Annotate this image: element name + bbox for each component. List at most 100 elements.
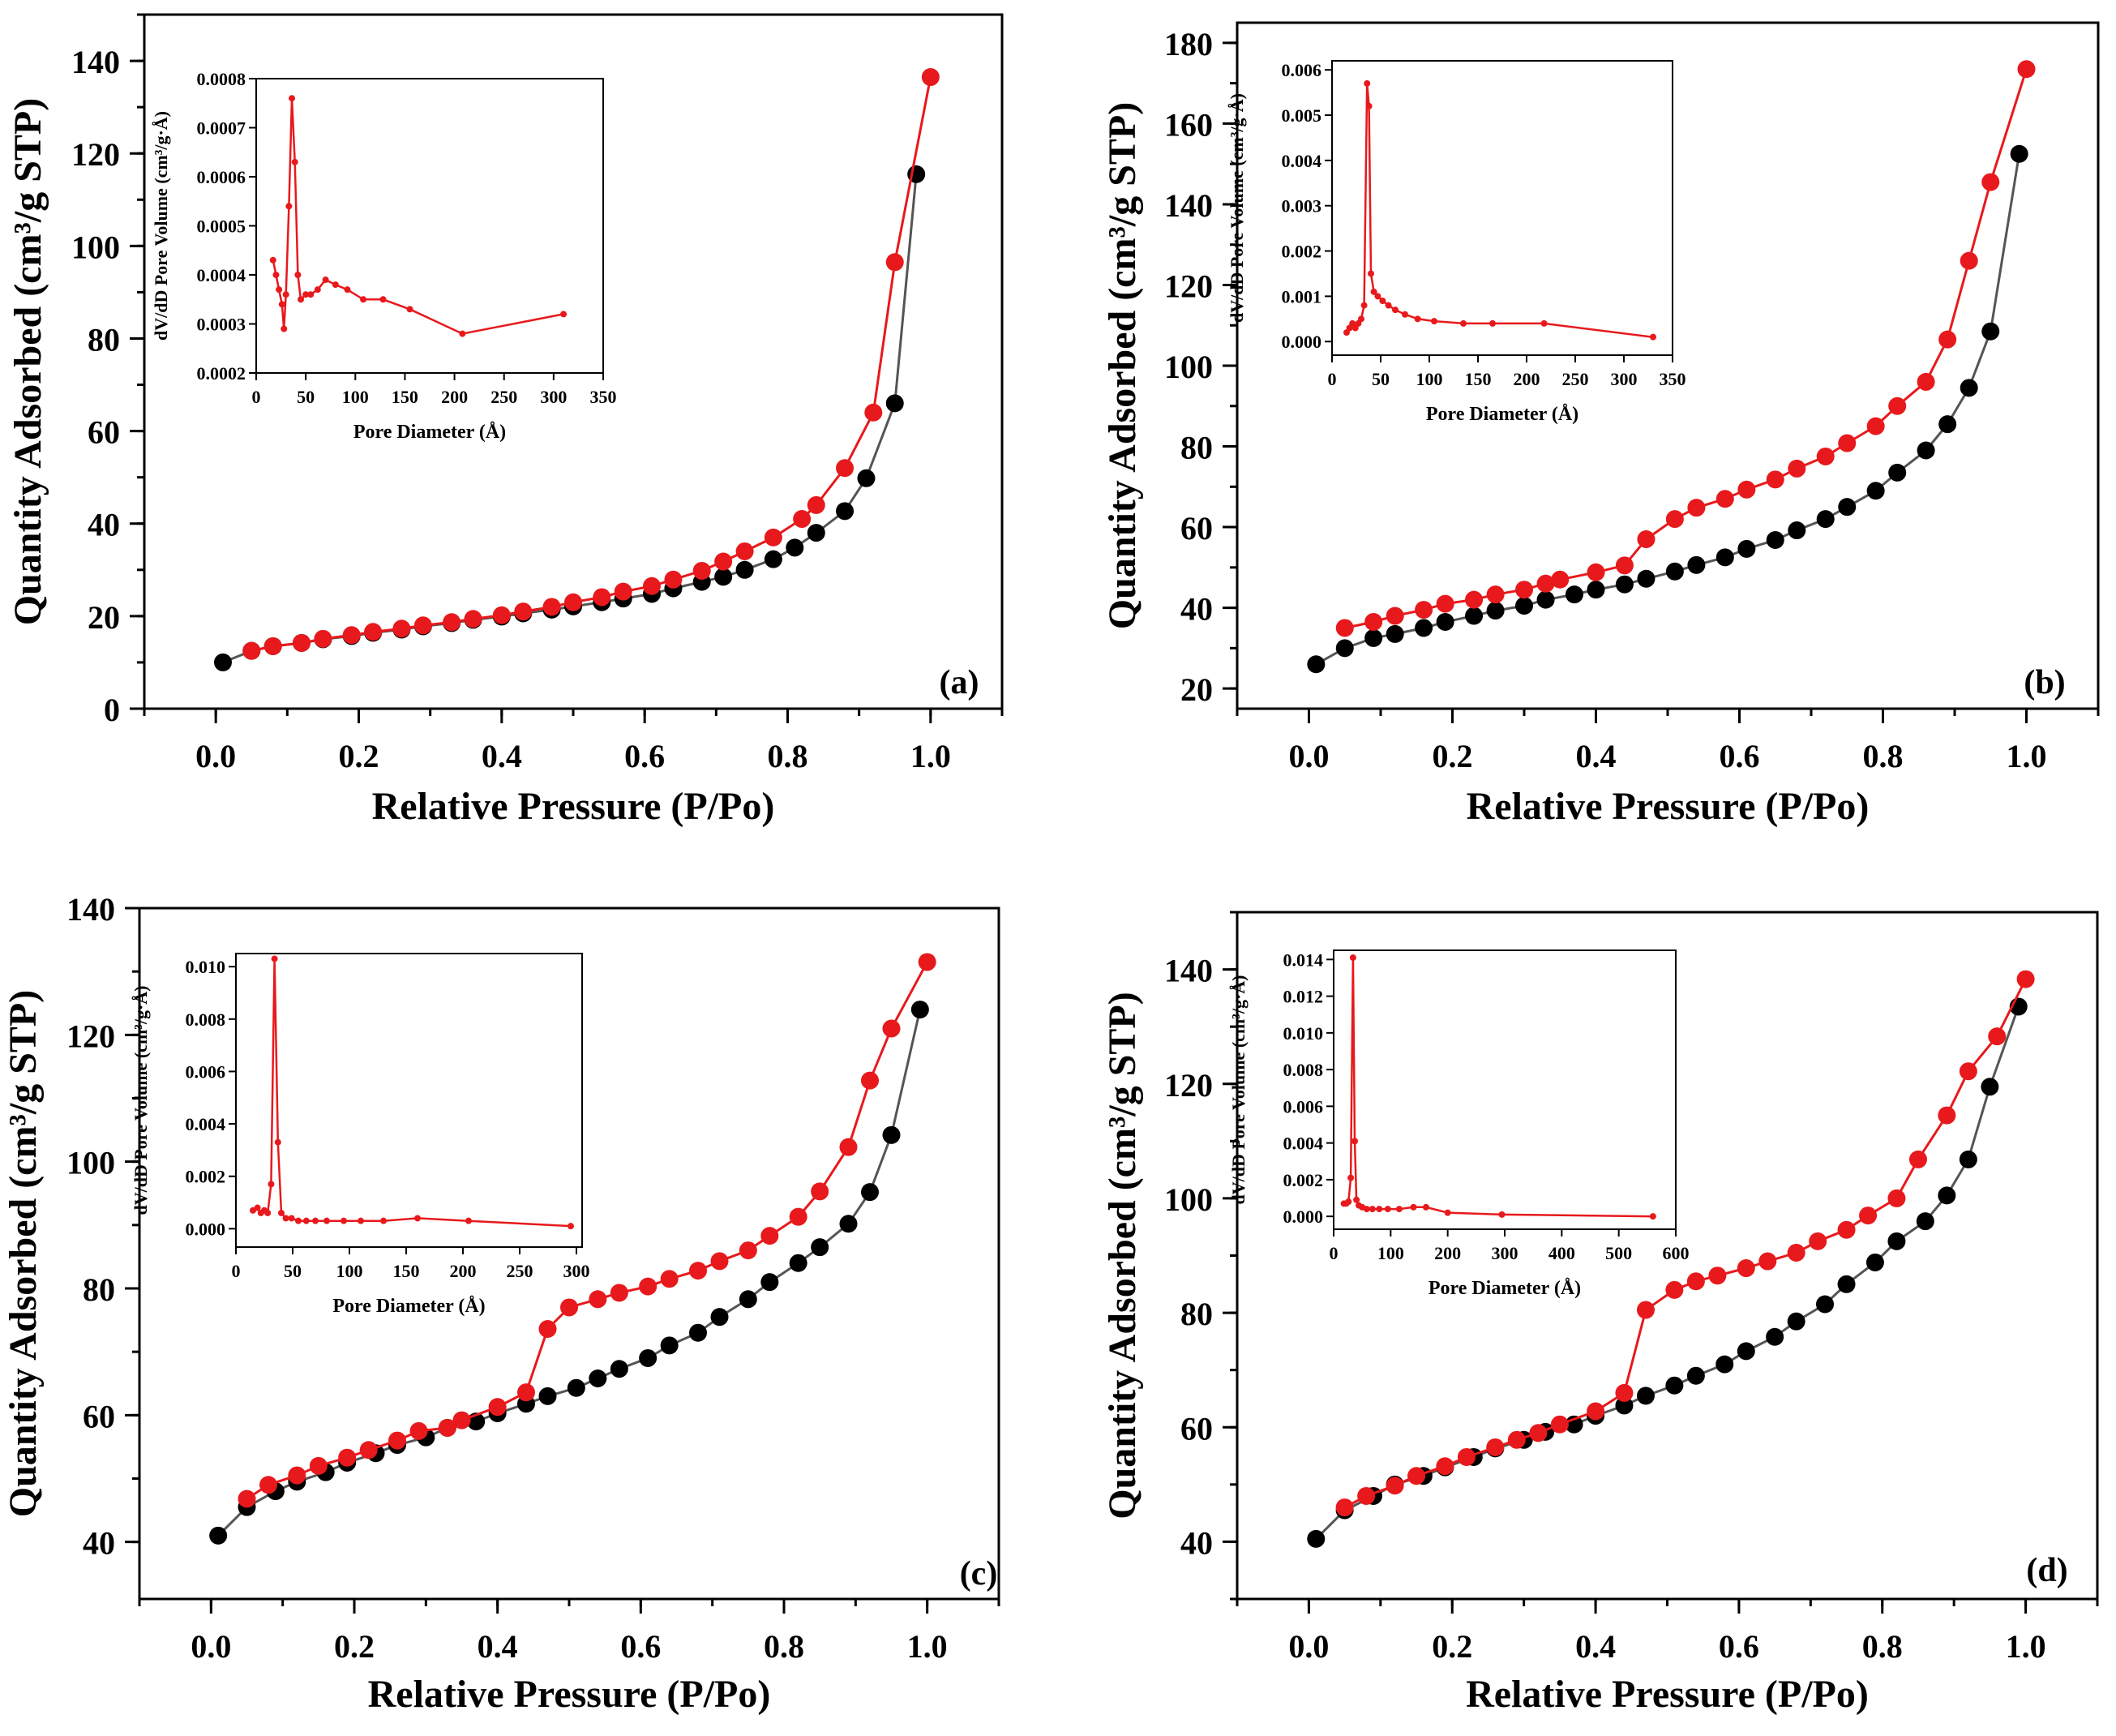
x-tick-label: 0.4 bbox=[478, 1628, 518, 1665]
data-point-desorption bbox=[238, 1490, 256, 1508]
y-axis-title: Quantity Adsorbed (cm³/g STP) bbox=[1101, 102, 1144, 629]
inset-data-point bbox=[282, 291, 289, 298]
data-point-adsorption bbox=[1386, 624, 1404, 643]
x-tick-label: 0.0 bbox=[191, 1628, 231, 1665]
data-point-desorption bbox=[314, 629, 332, 648]
inset-y-tick-label: 0.006 bbox=[186, 1061, 226, 1082]
y-tick-label: 40 bbox=[1180, 591, 1213, 628]
data-point-desorption bbox=[1788, 459, 1806, 478]
inset-y-tick-label: 0.006 bbox=[1282, 60, 1322, 80]
inset-data-point bbox=[307, 291, 315, 298]
inset-x-tick-label: 100 bbox=[336, 1261, 363, 1281]
inset-y-tick-label: 0.002 bbox=[1283, 1170, 1324, 1190]
inset-y-axis-title: dV/dD Pore Volume (cm³/g·Å) bbox=[1228, 975, 1249, 1204]
data-point-desorption bbox=[885, 253, 904, 272]
inset-x-axis-title: Pore Diameter (Å) bbox=[1426, 404, 1578, 425]
inset-x-tick-label: 400 bbox=[1548, 1243, 1575, 1263]
data-point-desorption bbox=[1959, 1062, 1977, 1081]
inset-x-tick-label: 0 bbox=[1330, 1243, 1339, 1263]
data-point-desorption bbox=[793, 510, 812, 529]
x-tick-label: 0.2 bbox=[334, 1628, 375, 1665]
data-point-adsorption bbox=[714, 568, 733, 586]
data-point-adsorption bbox=[861, 1183, 879, 1202]
data-point-desorption bbox=[364, 623, 383, 641]
data-point-desorption bbox=[1335, 1498, 1354, 1517]
data-point-adsorption bbox=[660, 1336, 679, 1355]
x-axis-title: Relative Pressure (P/Po) bbox=[368, 1673, 771, 1716]
inset-y-tick-label: 0.0003 bbox=[197, 315, 246, 335]
inset-data-point bbox=[1360, 302, 1368, 309]
inset-data-point bbox=[465, 1217, 472, 1224]
inset-data-point bbox=[271, 955, 278, 962]
inset-x-tick-label: 150 bbox=[393, 1261, 420, 1281]
inset-data-point bbox=[282, 1215, 289, 1222]
inset-data-point bbox=[1489, 319, 1496, 327]
y-tick-label: 120 bbox=[1164, 1067, 1213, 1104]
inset-data-point bbox=[1444, 1209, 1451, 1216]
data-point-adsorption bbox=[1307, 1529, 1326, 1548]
inset-data-point bbox=[1376, 1206, 1383, 1213]
data-point-adsorption bbox=[1837, 1275, 1856, 1293]
data-point-adsorption bbox=[1615, 1396, 1634, 1415]
data-point-adsorption bbox=[209, 1526, 228, 1545]
inset-x-tick-label: 200 bbox=[450, 1261, 477, 1281]
inset-y-tick-label: 0.008 bbox=[1283, 1060, 1324, 1080]
data-point-desorption bbox=[1908, 1150, 1927, 1168]
inset-x-tick-label: 150 bbox=[1465, 369, 1492, 389]
data-point-desorption bbox=[538, 1320, 557, 1339]
x-tick-label: 0.0 bbox=[1289, 738, 1330, 774]
data-point-desorption bbox=[1938, 330, 1957, 349]
inset-data-point bbox=[298, 296, 305, 303]
y-axis-title: Quantity Adsorbed (cm³/g STP) bbox=[6, 98, 49, 625]
data-point-desorption bbox=[1529, 1424, 1548, 1442]
panel-label: (b) bbox=[2024, 664, 2065, 701]
data-point-desorption bbox=[443, 613, 461, 632]
x-tick-label: 0.2 bbox=[1433, 738, 1473, 774]
data-point-desorption bbox=[610, 1284, 628, 1302]
data-point-desorption bbox=[1386, 607, 1404, 625]
y-axis-title: Quantity Adsorbed (cm³/g STP) bbox=[2, 990, 45, 1517]
y-tick-label: 140 bbox=[1164, 953, 1213, 989]
inset-x-tick-label: 600 bbox=[1663, 1243, 1690, 1263]
x-axis-title: Relative Pressure (P/Po) bbox=[1466, 1673, 1869, 1716]
inset-x-tick-label: 500 bbox=[1605, 1243, 1632, 1263]
inset-data-point bbox=[1353, 1196, 1360, 1203]
data-point-desorption bbox=[1888, 396, 1907, 415]
inset-data-point bbox=[1363, 1206, 1370, 1213]
x-axis-title: Relative Pressure (P/Po) bbox=[372, 785, 775, 828]
y-tick-label: 140 bbox=[66, 891, 115, 928]
inset-y-tick-label: 0.0007 bbox=[197, 118, 246, 139]
data-point-desorption bbox=[918, 953, 936, 971]
data-point-desorption bbox=[1716, 490, 1734, 508]
inset-data-point bbox=[1365, 102, 1373, 109]
data-point-adsorption bbox=[1587, 581, 1605, 599]
inset-data-point bbox=[278, 301, 285, 308]
data-point-desorption bbox=[882, 1019, 901, 1038]
data-point-desorption bbox=[811, 1182, 829, 1201]
data-point-desorption bbox=[735, 542, 754, 560]
data-point-desorption bbox=[1465, 590, 1484, 609]
data-point-adsorption bbox=[1887, 1232, 1906, 1250]
inset-y-tick-label: 0.001 bbox=[1282, 286, 1322, 306]
x-tick-label: 0.6 bbox=[1719, 1628, 1759, 1665]
inset-data-point bbox=[269, 256, 276, 264]
data-point-desorption bbox=[1686, 1272, 1705, 1291]
data-point-desorption bbox=[1486, 1438, 1505, 1456]
data-point-desorption bbox=[1507, 1430, 1526, 1449]
data-point-desorption bbox=[1837, 1220, 1856, 1239]
series-line-desorption bbox=[1344, 68, 2028, 629]
data-point-adsorption bbox=[1436, 613, 1454, 632]
data-point-desorption bbox=[1708, 1267, 1727, 1285]
data-point-desorption bbox=[1515, 581, 1533, 599]
inset-y-tick-label: 0.005 bbox=[1282, 105, 1322, 126]
inset-data-point bbox=[406, 306, 413, 313]
inset-data-point bbox=[1460, 319, 1467, 327]
inset-data-point bbox=[302, 1217, 310, 1224]
data-point-desorption bbox=[1636, 1301, 1655, 1319]
inset-x-tick-label: 300 bbox=[1611, 369, 1638, 389]
data-point-desorption bbox=[1866, 417, 1885, 435]
inset-data-point bbox=[1351, 1138, 1359, 1145]
y-tick-label: 80 bbox=[83, 1271, 115, 1308]
inset-y-tick-label: 0.002 bbox=[186, 1167, 226, 1187]
data-point-adsorption bbox=[1364, 628, 1383, 647]
